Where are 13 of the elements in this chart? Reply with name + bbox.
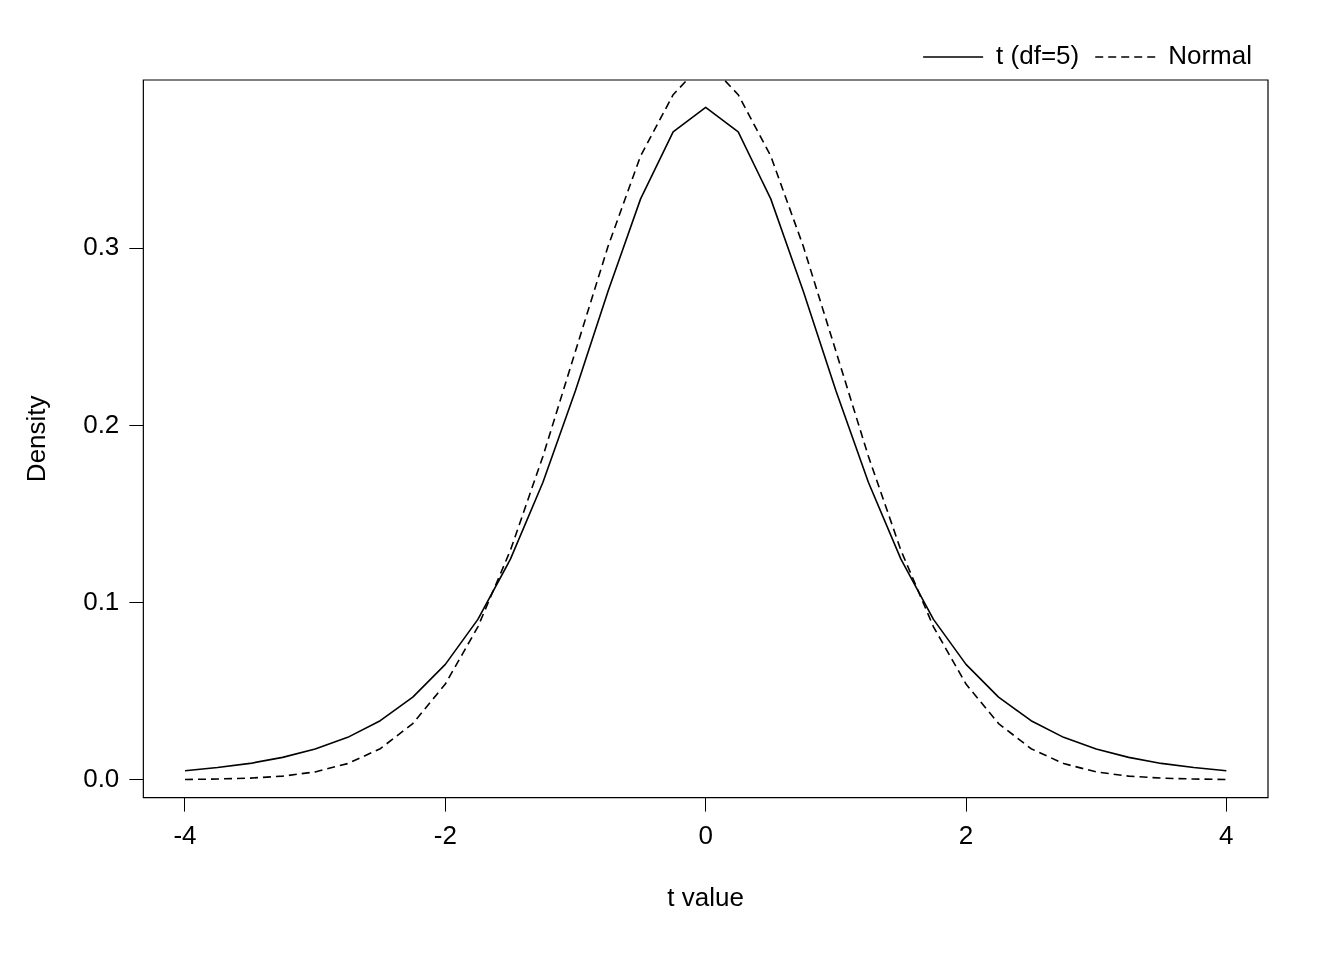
y-tick-label: 0.3 bbox=[83, 231, 120, 262]
y-axis-title: Density bbox=[20, 395, 51, 483]
legend-label: t (df=5) bbox=[996, 40, 1080, 71]
x-axis-title: t value bbox=[667, 881, 744, 912]
x-tick-label: 4 bbox=[1219, 820, 1234, 851]
y-tick-label: 0.0 bbox=[83, 762, 120, 793]
legend-label: Normal bbox=[1168, 40, 1253, 71]
x-tick-label: -4 bbox=[173, 820, 197, 851]
x-tick-label: 2 bbox=[958, 820, 974, 851]
x-tick-label: 0 bbox=[698, 820, 713, 851]
x-tick-label: -2 bbox=[433, 820, 457, 851]
y-tick-label: 0.1 bbox=[83, 585, 120, 616]
y-tick-label: 0.2 bbox=[83, 408, 120, 439]
